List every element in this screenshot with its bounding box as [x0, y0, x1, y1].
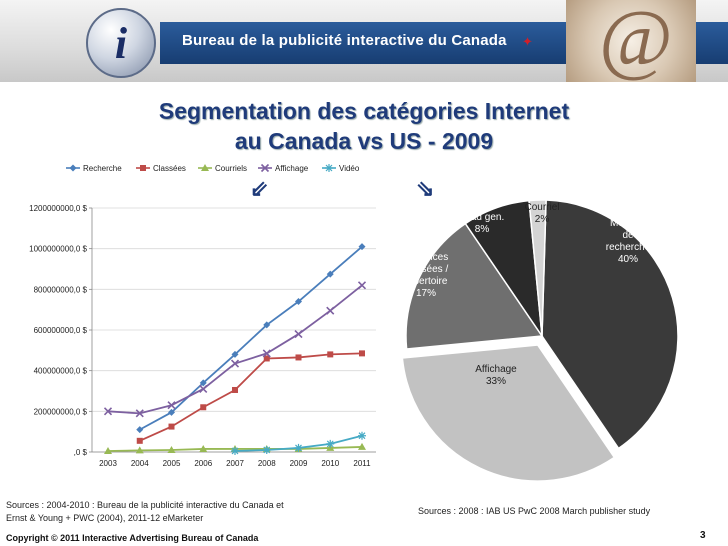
- data-point: [326, 439, 335, 448]
- arrow-down-left-icon: ⇙: [250, 176, 269, 201]
- header-banner: i Bureau de la publicité interactive du …: [0, 0, 728, 82]
- source-note-right: Sources : 2008 : IAB US PwC 2008 March p…: [418, 506, 651, 516]
- data-point: [231, 446, 239, 455]
- x-tick-label: 2008: [258, 459, 276, 468]
- page-number: 3: [700, 530, 706, 541]
- slide-title: Segmentation des catégories Internet au …: [0, 96, 728, 156]
- y-tick-label: 600000000,0 $: [34, 326, 88, 335]
- pie-slice: [528, 199, 547, 337]
- x-tick-label: 2009: [290, 459, 308, 468]
- series-vidéo: [231, 431, 366, 455]
- line-chart: Recherche Classées Courriels Affichage Vidéo…: [29, 163, 376, 468]
- title-line-1: Segmentation des catégories Internet: [158, 98, 570, 124]
- data-point: [359, 350, 365, 357]
- copyright-text: Copyright © 2011 Interactive Advertising…: [6, 533, 259, 543]
- data-point: [358, 442, 366, 450]
- slice-label: Annonces classées / répertoire 17%: [404, 252, 449, 299]
- series-classées: [136, 350, 365, 444]
- series-line: [107, 284, 363, 415]
- title-line-2: au Canada vs US - 2009: [234, 128, 494, 154]
- maple-leaf-icon: ✦: [522, 34, 533, 49]
- legend-marker: [325, 164, 333, 172]
- slice-label: Courriel 2%: [524, 202, 559, 225]
- chart-legend: Recherche Classées Courriels Affichage Vidéo: [66, 163, 360, 173]
- legend-marker: [69, 164, 77, 172]
- legend-label: Classées: [153, 164, 186, 173]
- data-point: [199, 444, 208, 452]
- source-note-left: Sources : 2004-2010 : Bureau de la publi…: [6, 499, 284, 525]
- data-point: [103, 407, 113, 416]
- data-point: [200, 404, 207, 411]
- series-affichage: [103, 281, 367, 418]
- legend-label: Affichage: [275, 164, 309, 173]
- data-point: [295, 298, 302, 306]
- data-point: [168, 423, 175, 430]
- x-tick-label: 2011: [353, 459, 371, 468]
- x-tick-label: 2005: [163, 459, 181, 468]
- x-tick-label: 2003: [99, 459, 117, 468]
- arrow-down-right-icon: ⇘: [416, 176, 435, 201]
- data-point: [230, 359, 240, 368]
- data-point: [199, 384, 208, 394]
- pie-slice: [401, 344, 616, 482]
- legend-marker: [260, 163, 270, 173]
- legend-label: Recherche: [83, 164, 122, 173]
- y-tick-label: 800000000,0 $: [34, 285, 88, 294]
- data-point: [135, 446, 144, 454]
- data-point: [167, 401, 176, 410]
- pie-slice: [541, 199, 679, 450]
- x-tick-label: 2006: [194, 459, 212, 468]
- y-tick-label: 1200000000,0 $: [29, 204, 87, 213]
- x-tick-label: 2007: [226, 459, 244, 468]
- data-point: [358, 243, 366, 251]
- slice-label: Affichage 33%: [475, 364, 517, 387]
- pie-chart: Moteurs de recherche 40% Affichage 33% Annonce…: [401, 199, 679, 482]
- data-point: [358, 431, 366, 440]
- legend-label: Vidéo: [339, 164, 360, 173]
- series-line: [139, 245, 363, 431]
- data-point: [263, 355, 270, 362]
- data-point: [357, 281, 367, 290]
- source-left-line-2: Ernst & Young + PWC (2004), 2011-12 eMar…: [6, 513, 204, 523]
- y-tick-label: 200000000,0 $: [34, 407, 88, 416]
- data-point: [327, 351, 334, 358]
- data-point: [136, 426, 144, 434]
- y-tick-label: 400000000,0 $: [34, 367, 88, 376]
- iab-info-logo: i: [86, 8, 156, 78]
- data-point: [136, 437, 143, 444]
- data-point: [294, 443, 303, 452]
- source-left-line-1: Sources : 2004-2010 : Bureau de la publi…: [6, 500, 284, 510]
- data-point: [168, 408, 175, 416]
- slice-label: Lead gen. 8%: [460, 212, 505, 235]
- data-point: [199, 379, 207, 387]
- legend-marker: [201, 164, 209, 171]
- data-point: [294, 330, 303, 339]
- y-tick-label: 1000000000,0 $: [29, 245, 87, 254]
- x-tick-label: 2010: [321, 459, 339, 468]
- series-recherche: [136, 243, 366, 434]
- series-line: [139, 352, 363, 442]
- data-point: [295, 354, 302, 361]
- data-point: [135, 409, 144, 418]
- data-point: [326, 306, 335, 315]
- banner-title: Bureau de la publicité interactive du Ca…: [182, 32, 507, 49]
- legend-label: Courriels: [215, 164, 247, 173]
- legend-marker: [140, 165, 146, 171]
- data-point: [263, 321, 271, 329]
- data-point: [104, 446, 112, 454]
- data-point: [231, 350, 239, 358]
- data-point: [167, 445, 176, 453]
- x-tick-label: 2004: [131, 459, 149, 468]
- data-point: [262, 445, 271, 454]
- data-point: [326, 270, 334, 278]
- slice-label: Moteurs de recherche 40%: [606, 218, 651, 265]
- data-point: [262, 349, 271, 358]
- pie-slice: [405, 222, 544, 350]
- data-point: [232, 386, 238, 393]
- at-sign-logo: @: [566, 0, 696, 82]
- y-tick-label: ,0 $: [74, 448, 88, 457]
